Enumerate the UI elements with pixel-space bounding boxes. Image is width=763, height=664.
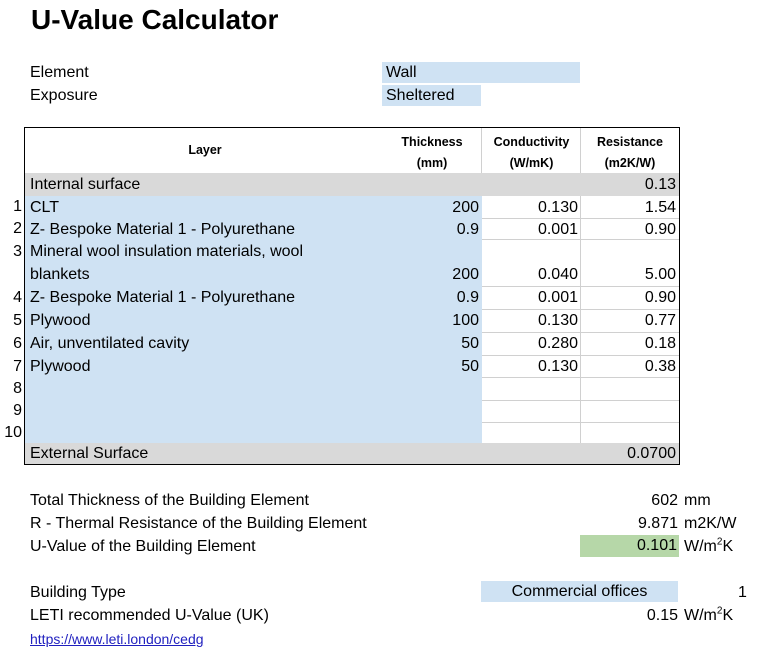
total-thickness-value: 602	[651, 492, 678, 509]
row-number: 8	[13, 380, 22, 397]
layer-name[interactable]: Mineral wool insulation materials, wool	[30, 243, 304, 260]
layer-conductivity: 0.130	[537, 312, 578, 329]
thermal-resistance-unit: m2K/W	[684, 515, 737, 532]
row-number: 4	[13, 289, 22, 306]
layer-conductivity: 0.130	[537, 358, 578, 375]
table-row: Mineral wool insulation materials, wool …	[25, 240, 679, 286]
internal-surface-row: Internal surface 0.13	[25, 173, 679, 196]
row-number: 9	[13, 402, 22, 419]
row-number: 10	[4, 424, 22, 441]
table-row: Plywood 50 0.130 0.38	[25, 355, 679, 378]
header-thickness: Thickness	[401, 135, 463, 149]
table-row: Air, unventilated cavity 50 0.280 0.18	[25, 332, 679, 355]
layer-name[interactable]: CLT	[30, 199, 60, 216]
external-surface-row: External Surface 0.0700	[25, 443, 679, 464]
exposure-label: Exposure	[30, 87, 98, 104]
layer-conductivity: 0.001	[537, 289, 578, 306]
total-thickness-unit: mm	[684, 492, 711, 509]
leti-label: LETI recommended U-Value (UK)	[30, 607, 269, 624]
row-number: 1	[13, 198, 22, 215]
layer-thickness[interactable]: 100	[452, 312, 479, 329]
table-row: CLT 200 0.130 1.54	[25, 196, 679, 219]
row-number: 6	[13, 335, 22, 352]
layer-resistance: 0.38	[644, 358, 676, 375]
thermal-resistance-label: R - Thermal Resistance of the Building E…	[30, 515, 367, 532]
layer-resistance: 1.54	[644, 199, 676, 216]
layer-resistance: 0.77	[644, 312, 676, 329]
header-resistance-unit: (m2K/W)	[604, 156, 656, 170]
layer-thickness[interactable]: 50	[461, 335, 479, 352]
header-conductivity: Conductivity	[493, 135, 570, 149]
internal-surface-label: Internal surface	[30, 176, 141, 193]
thermal-resistance-value: 9.871	[637, 515, 678, 532]
layer-name[interactable]: Air, unventilated cavity	[30, 335, 190, 352]
element-label: Element	[30, 64, 89, 81]
element-field[interactable]: Wall	[382, 62, 580, 83]
leti-link[interactable]: https://www.leti.london/cedg	[30, 631, 204, 647]
layer-resistance: 0.90	[644, 289, 676, 306]
table-row-empty[interactable]	[25, 377, 679, 400]
table-header: Layer Thickness (mm) Conductivity (W/mK)…	[25, 128, 679, 173]
layer-conductivity: 0.040	[537, 266, 578, 283]
internal-surface-resistance: 0.13	[644, 176, 676, 193]
table-row: Z- Bespoke Material 1 - Polyurethane 0.9…	[25, 218, 679, 241]
layer-name[interactable]: Z- Bespoke Material 1 - Polyurethane	[30, 289, 296, 306]
header-thickness-unit: (mm)	[416, 156, 448, 170]
row-number: 5	[13, 312, 22, 329]
layer-thickness[interactable]: 50	[461, 358, 479, 375]
building-type-label: Building Type	[30, 584, 126, 601]
header-layer: Layer	[188, 143, 222, 157]
u-value-label: U-Value of the Building Element	[30, 538, 256, 555]
page-title: U-Value Calculator	[31, 4, 279, 35]
leti-unit: W/m2K	[684, 605, 734, 624]
table-row: Plywood 100 0.130 0.77	[25, 309, 679, 332]
leti-link-container: https://www.leti.london/cedg	[30, 628, 204, 651]
exposure-field[interactable]: Sheltered	[382, 85, 481, 106]
building-type-dropdown[interactable]: Commercial offices	[481, 581, 678, 602]
total-thickness-label: Total Thickness of the Building Element	[30, 492, 309, 509]
external-surface-label: External Surface	[30, 445, 149, 462]
table-row-empty[interactable]	[25, 422, 679, 445]
table-row: Z- Bespoke Material 1 - Polyurethane 0.9…	[25, 286, 679, 309]
u-value-unit: W/m2K	[684, 536, 734, 555]
leti-value: 0.15	[646, 607, 678, 624]
row-number: 3	[13, 243, 22, 260]
layer-conductivity: 0.001	[537, 221, 578, 238]
row-number: 7	[13, 358, 22, 375]
layers-table: Layer Thickness (mm) Conductivity (W/mK)…	[24, 127, 680, 465]
header-conductivity-unit: (W/mK)	[509, 156, 554, 170]
layer-name-continued[interactable]: blankets	[30, 266, 90, 283]
u-value-result: 0.101	[580, 535, 679, 557]
layer-thickness[interactable]: 200	[452, 266, 479, 283]
external-surface-resistance: 0.0700	[627, 445, 676, 462]
layer-resistance: 5.00	[644, 266, 676, 283]
layer-conductivity: 0.130	[537, 199, 578, 216]
layer-thickness[interactable]: 200	[452, 199, 479, 216]
row-number: 2	[13, 220, 22, 237]
layer-name[interactable]: Z- Bespoke Material 1 - Polyurethane	[30, 221, 296, 238]
layer-thickness[interactable]: 0.9	[456, 221, 479, 238]
layer-resistance: 0.90	[644, 221, 676, 238]
layer-name[interactable]: Plywood	[30, 358, 91, 375]
layer-conductivity: 0.280	[537, 335, 578, 352]
layer-thickness[interactable]: 0.9	[456, 289, 479, 306]
layer-name[interactable]: Plywood	[30, 312, 91, 329]
header-resistance: Resistance	[596, 135, 663, 149]
table-row-empty[interactable]	[25, 400, 679, 423]
building-type-index: 1	[738, 584, 747, 601]
layer-input-area	[25, 196, 482, 443]
layer-resistance: 0.18	[644, 335, 676, 352]
